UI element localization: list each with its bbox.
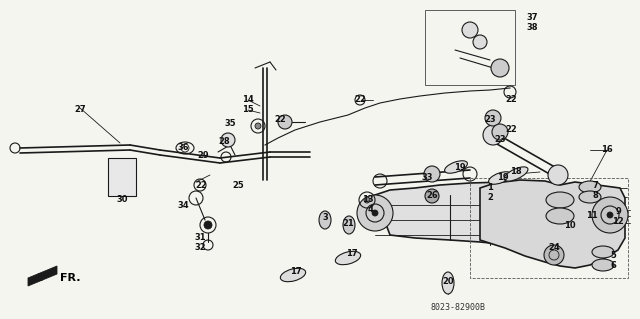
Text: 3: 3 [322,213,328,222]
Circle shape [485,110,501,126]
Circle shape [592,197,628,233]
Circle shape [491,59,509,77]
Text: 14: 14 [242,95,254,105]
Text: 24: 24 [548,243,560,253]
Text: 34: 34 [177,201,189,210]
Text: 13: 13 [362,196,374,204]
Ellipse shape [488,172,511,184]
Text: 4: 4 [368,205,374,214]
Ellipse shape [335,251,361,265]
Text: 10: 10 [564,220,576,229]
Circle shape [357,195,393,231]
Text: 16: 16 [601,145,613,154]
Circle shape [425,189,439,203]
Circle shape [462,22,478,38]
Text: 31: 31 [194,234,206,242]
Polygon shape [28,266,57,286]
Ellipse shape [592,246,614,258]
Text: 33: 33 [421,174,433,182]
Text: 27: 27 [74,106,86,115]
Circle shape [566,191,610,235]
Text: 11: 11 [586,211,598,219]
Text: 21: 21 [342,219,354,228]
Polygon shape [375,182,590,248]
Ellipse shape [579,181,601,193]
Text: 1: 1 [487,183,493,192]
Text: 23: 23 [484,115,496,124]
Text: 17: 17 [346,249,358,258]
Text: FR.: FR. [60,273,81,283]
Ellipse shape [599,204,621,216]
Ellipse shape [579,191,601,203]
Text: 17: 17 [290,268,302,277]
Text: 2: 2 [487,194,493,203]
Text: 25: 25 [232,181,244,189]
Polygon shape [480,180,625,268]
Text: 22: 22 [505,95,517,105]
Bar [470,178,628,278]
Ellipse shape [343,216,355,234]
Text: 28: 28 [218,137,230,145]
Text: 29: 29 [197,151,209,160]
Circle shape [548,165,568,185]
Text: 22: 22 [505,125,517,135]
Circle shape [278,115,292,129]
Text: 7: 7 [592,181,598,189]
Text: 8023-82900B: 8023-82900B [431,303,486,313]
Text: 23: 23 [494,136,506,145]
Text: 37: 37 [526,13,538,23]
Ellipse shape [445,161,467,173]
Text: 30: 30 [116,196,128,204]
Text: 8: 8 [592,190,598,199]
Ellipse shape [504,167,528,181]
Text: 32: 32 [194,243,206,253]
Circle shape [255,123,261,129]
Ellipse shape [599,217,621,229]
Text: 18: 18 [510,167,522,176]
Circle shape [221,133,235,147]
Bar [108,158,136,196]
Text: 5: 5 [610,251,616,261]
Circle shape [372,210,378,216]
Text: 38: 38 [526,24,538,33]
Circle shape [584,209,592,217]
Bar [425,10,515,85]
Circle shape [483,125,503,145]
Circle shape [424,166,440,182]
Text: 22: 22 [274,115,286,124]
Ellipse shape [442,272,454,294]
Circle shape [544,245,564,265]
Text: 22: 22 [354,95,366,105]
Text: 22: 22 [195,182,207,190]
Text: 9: 9 [615,207,621,217]
Circle shape [492,124,508,140]
Ellipse shape [546,192,574,208]
Text: 26: 26 [426,191,438,201]
Text: 12: 12 [612,218,624,226]
Ellipse shape [546,208,574,224]
Text: 20: 20 [442,278,454,286]
Circle shape [473,35,487,49]
Ellipse shape [280,268,306,282]
Ellipse shape [319,211,331,229]
Circle shape [364,197,370,203]
Ellipse shape [592,259,614,271]
Text: 19: 19 [497,174,509,182]
Circle shape [607,212,613,218]
Text: 6: 6 [610,262,616,271]
Text: 15: 15 [242,106,254,115]
Text: 19: 19 [454,164,466,173]
Text: 35: 35 [224,118,236,128]
Text: 36: 36 [177,144,189,152]
Circle shape [204,221,212,229]
